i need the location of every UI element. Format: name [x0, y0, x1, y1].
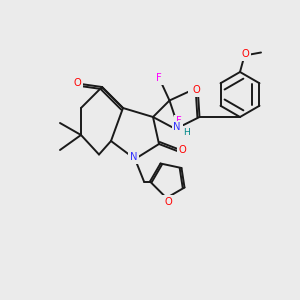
Text: O: O	[178, 145, 186, 155]
Text: F: F	[176, 116, 182, 127]
Text: O: O	[74, 77, 81, 88]
Text: F: F	[156, 73, 162, 83]
Text: N: N	[173, 122, 181, 133]
Text: O: O	[164, 196, 172, 207]
Text: F: F	[190, 85, 196, 95]
Text: O: O	[193, 85, 200, 95]
Text: O: O	[241, 49, 249, 59]
Text: N: N	[130, 152, 137, 163]
Text: H: H	[184, 128, 190, 137]
